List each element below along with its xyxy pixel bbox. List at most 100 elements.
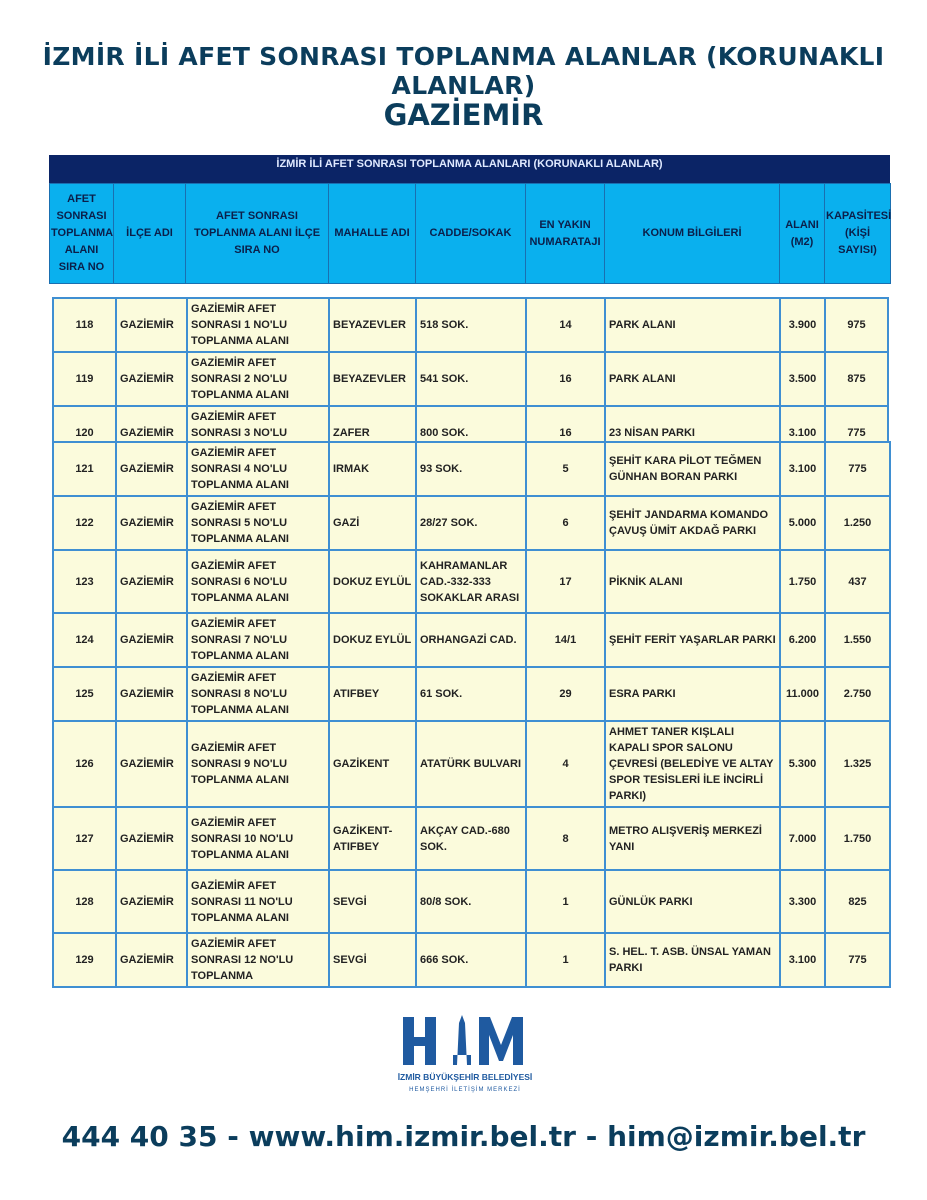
cell-ilce-sira-no: GAZİEMİR AFET SONRASI 5 NO'LU TOPLANMA A… <box>186 495 330 551</box>
table-caption: İZMİR İLİ AFET SONRASI TOPLANMA ALANLARI… <box>49 155 890 183</box>
cell-cadde-sokak: ATATÜRK BULVARI <box>415 720 527 808</box>
cell-ilce-sira-no: GAZİEMİR AFET SONRASI 7 NO'LU TOPLANMA A… <box>186 612 330 668</box>
cell-mahalle: BEYAZEVLER <box>328 297 417 353</box>
table-header: AFET SONRASI TOPLANMA ALANI SIRA NO İLÇE … <box>49 183 891 284</box>
cell-konum: ŞEHİT KARA PİLOT TEĞMEN GÜNHAN BORAN PAR… <box>604 441 781 497</box>
table-row: 126 GAZİEMİR GAZİEMİR AFET SONRASI 9 NO'LU… <box>52 720 891 808</box>
cell-konum: PARK ALANI <box>604 297 781 353</box>
cell-cadde-sokak: 28/27 SOK. <box>415 495 527 551</box>
table-row: 129 GAZİEMİR GAZİEMİR AFET SONRASI 12 NO'L… <box>52 932 891 988</box>
cell-ilce-sira-no: GAZİEMİR AFET SONRASI 1 NO'LU TOPLANMA A… <box>186 297 330 353</box>
cell-ilce-sira-no: GAZİEMİR AFET SONRASI 12 NO'LU TOPLANMA <box>186 932 330 988</box>
cell-kapasite: 775 <box>824 932 891 988</box>
cell-numarataj: 1 <box>525 869 606 934</box>
table-row: 124 GAZİEMİR GAZİEMİR AFET SONRASI 7 NO'LU… <box>52 612 891 668</box>
cell-numarataj: 16 <box>525 351 606 407</box>
cell-konum: S. HEL. T. ASB. ÜNSAL YAMAN PARKI <box>604 932 781 988</box>
district-title: GAZİEMİR <box>383 98 544 132</box>
cell-ilce: GAZİEMİR <box>115 351 188 407</box>
cell-mahalle: IRMAK <box>328 441 417 497</box>
page-title: İZMİR İLİ AFET SONRASI TOPLANMA ALANLAR … <box>42 42 885 100</box>
cell-konum: GÜNLÜK PARKI <box>604 869 781 934</box>
cell-sira-no: 121 <box>52 441 117 497</box>
cell-ilce-sira-no: GAZİEMİR AFET SONRASI 11 NO'LU TOPLANMA … <box>186 869 330 934</box>
cell-sira-no: 122 <box>52 495 117 551</box>
cell-numarataj: 5 <box>525 441 606 497</box>
data-table-group-2: 121 GAZİEMİR GAZİEMİR AFET SONRASI 4 NO'LU… <box>52 441 891 988</box>
cell-ilce-sira-no: GAZİEMİR AFET SONRASI 2 NO'LU TOPLANMA A… <box>186 351 330 407</box>
cell-numarataj: 14/1 <box>525 612 606 668</box>
cell-mahalle: ATIFBEY <box>328 666 417 722</box>
cell-ilce: GAZİEMİR <box>115 666 188 722</box>
cell-sira-no: 124 <box>52 612 117 668</box>
cell-alan: 5.300 <box>779 720 826 808</box>
header-kapasite: KAPASİTESİ (KİŞİ SAYISI) <box>824 183 891 284</box>
cell-alan: 7.000 <box>779 806 826 871</box>
cell-sira-no: 128 <box>52 869 117 934</box>
cell-cadde-sokak: ORHANGAZİ CAD. <box>415 612 527 668</box>
cell-numarataj: 1 <box>525 932 606 988</box>
cell-cadde-sokak: KAHRAMANLAR CAD.-332-333 SOKAKLAR ARASI <box>415 549 527 614</box>
cell-kapasite: 1.250 <box>824 495 891 551</box>
table-row: 122 GAZİEMİR GAZİEMİR AFET SONRASI 5 NO'LU… <box>52 495 891 551</box>
cell-numarataj: 14 <box>525 297 606 353</box>
cell-mahalle: BEYAZEVLER <box>328 351 417 407</box>
cell-ilce: GAZİEMİR <box>115 441 188 497</box>
cell-sira-no: 127 <box>52 806 117 871</box>
table-row: 125 GAZİEMİR GAZİEMİR AFET SONRASI 8 NO'LU… <box>52 666 891 722</box>
cell-mahalle: GAZİ <box>328 495 417 551</box>
cell-sira-no: 123 <box>52 549 117 614</box>
cell-mahalle: SEVGİ <box>328 932 417 988</box>
header-konum: KONUM BİLGİLERİ <box>604 183 780 284</box>
cell-sira-no: 119 <box>52 351 117 407</box>
cell-konum: PİKNİK ALANI <box>604 549 781 614</box>
cell-alan: 5.000 <box>779 495 826 551</box>
cell-cadde-sokak: 61 SOK. <box>415 666 527 722</box>
cell-ilce-sira-no: GAZİEMİR AFET SONRASI 6 NO'LU TOPLANMA A… <box>186 549 330 614</box>
cell-ilce-sira-no: GAZİEMİR AFET SONRASI 9 NO'LU TOPLANMA A… <box>186 720 330 808</box>
cell-kapasite: 825 <box>824 869 891 934</box>
data-table-group-1: 118 GAZİEMİR GAZİEMİR AFET SONRASI 1 NO'LU… <box>52 297 889 461</box>
cell-alan: 3.900 <box>779 297 826 353</box>
cell-mahalle: DOKUZ EYLÜL <box>328 549 417 614</box>
header-alan: ALANI (M2) <box>779 183 825 284</box>
cell-alan: 1.750 <box>779 549 826 614</box>
cell-kapasite: 875 <box>824 351 889 407</box>
cell-cadde-sokak: 80/8 SOK. <box>415 869 527 934</box>
cell-sira-no: 125 <box>52 666 117 722</box>
cell-kapasite: 1.550 <box>824 612 891 668</box>
cell-mahalle: GAZİKENT-ATIFBEY <box>328 806 417 871</box>
cell-cadde-sokak: 518 SOK. <box>415 297 527 353</box>
table-row: 118 GAZİEMİR GAZİEMİR AFET SONRASI 1 NO'LU… <box>52 297 889 353</box>
header-sira-no: AFET SONRASI TOPLANMA ALANI SIRA NO <box>49 183 114 284</box>
footer-contact: 444 40 35 - www.him.izmir.bel.tr - him@i… <box>61 1120 866 1153</box>
cell-konum: ŞEHİT FERİT YAŞARLAR PARKI <box>604 612 781 668</box>
header-ilce-sira-no: AFET SONRASI TOPLANMA ALANI İLÇE SIRA NO <box>185 183 329 284</box>
table-row: 119 GAZİEMİR GAZİEMİR AFET SONRASI 2 NO'LU… <box>52 351 889 407</box>
cell-konum: ŞEHİT JANDARMA KOMANDO ÇAVUŞ ÜMİT AKDAĞ … <box>604 495 781 551</box>
cell-ilce: GAZİEMİR <box>115 720 188 808</box>
table-row: 128 GAZİEMİR GAZİEMİR AFET SONRASI 11 NO'L… <box>52 869 891 934</box>
cell-ilce: GAZİEMİR <box>115 869 188 934</box>
header-mahalle: MAHALLE ADI <box>328 183 416 284</box>
cell-ilce: GAZİEMİR <box>115 932 188 988</box>
cell-cadde-sokak: 666 SOK. <box>415 932 527 988</box>
cell-numarataj: 8 <box>525 806 606 871</box>
header-ilce: İLÇE ADI <box>113 183 186 284</box>
cell-kapasite: 2.750 <box>824 666 891 722</box>
cell-alan: 3.300 <box>779 869 826 934</box>
cell-kapasite: 1.325 <box>824 720 891 808</box>
svg-text:HEMŞEHRİ İLETİŞİM MERKEZİ: HEMŞEHRİ İLETİŞİM MERKEZİ <box>409 1086 521 1093</box>
cell-ilce: GAZİEMİR <box>115 806 188 871</box>
cell-konum: ESRA PARKI <box>604 666 781 722</box>
cell-numarataj: 6 <box>525 495 606 551</box>
cell-ilce-sira-no: GAZİEMİR AFET SONRASI 4 NO'LU TOPLANMA A… <box>186 441 330 497</box>
cell-kapasite: 437 <box>824 549 891 614</box>
cell-ilce: GAZİEMİR <box>115 495 188 551</box>
header-numarataj: EN YAKIN NUMARATAJI <box>525 183 605 284</box>
cell-numarataj: 29 <box>525 666 606 722</box>
cell-cadde-sokak: AKÇAY CAD.-680 SOK. <box>415 806 527 871</box>
cell-mahalle: SEVGİ <box>328 869 417 934</box>
svg-text:İZMİR BÜYÜKŞEHİR BELEDİYESİ: İZMİR BÜYÜKŞEHİR BELEDİYESİ <box>398 1072 533 1082</box>
cell-ilce-sira-no: GAZİEMİR AFET SONRASI 10 NO'LU TOPLANMA … <box>186 806 330 871</box>
